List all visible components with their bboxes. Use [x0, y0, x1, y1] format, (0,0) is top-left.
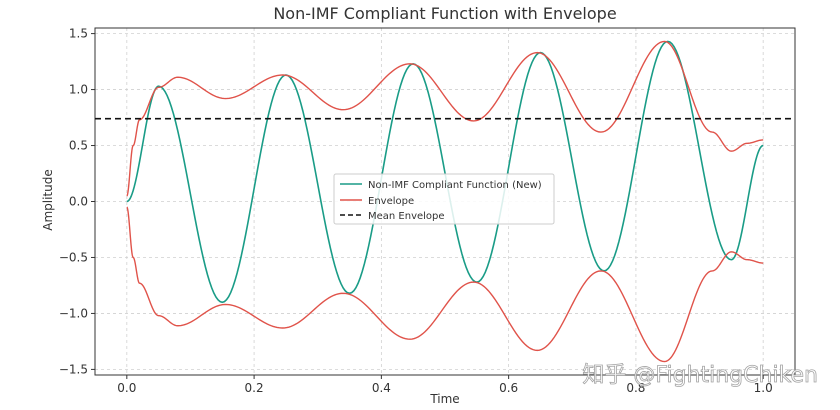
x-tick-label: 1.0: [754, 381, 773, 395]
plot-lines: [95, 40, 795, 363]
y-tick-label: −0.5: [59, 250, 88, 264]
watermark: 知乎 @FightingChiken: [582, 363, 818, 388]
y-tick-label: 1.0: [69, 83, 88, 97]
legend: Non-IMF Compliant Function (New) Envelop…: [333, 173, 555, 225]
series-function-line: [126, 40, 764, 304]
x-tick-label: 0.2: [245, 381, 264, 395]
chart-title: Non-IMF Compliant Function with Envelope: [273, 4, 616, 23]
y-axis-label: Amplitude: [41, 169, 55, 231]
x-tick-label: 0.4: [372, 381, 391, 395]
legend-label-envelope: Envelope: [368, 196, 414, 207]
series-envelope-lower-line: [126, 206, 764, 363]
y-tick-label: 1.5: [69, 27, 88, 41]
y-tick-label: −1.5: [59, 362, 88, 376]
legend-box: [333, 173, 555, 225]
x-axis: 0.0 0.2 0.4 0.6 0.8 1.0: [117, 375, 773, 395]
legend-label-mean-envelope: Mean Envelope: [368, 211, 445, 222]
x-axis-label: Time: [429, 392, 459, 406]
y-tick-label: 0.5: [69, 139, 88, 153]
x-tick-label: 0.0: [117, 381, 136, 395]
x-tick-label: 0.8: [626, 381, 645, 395]
y-tick-label: 0.0: [69, 195, 88, 209]
x-tick-label: 0.6: [499, 381, 518, 395]
legend-label-function: Non-IMF Compliant Function (New): [368, 180, 542, 191]
y-tick-label: −1.0: [59, 306, 88, 320]
series-envelope-upper-line: [126, 40, 764, 197]
y-axis: 1.5 1.0 0.5 0.0 −0.5 −1.0 −1.5: [59, 27, 95, 376]
